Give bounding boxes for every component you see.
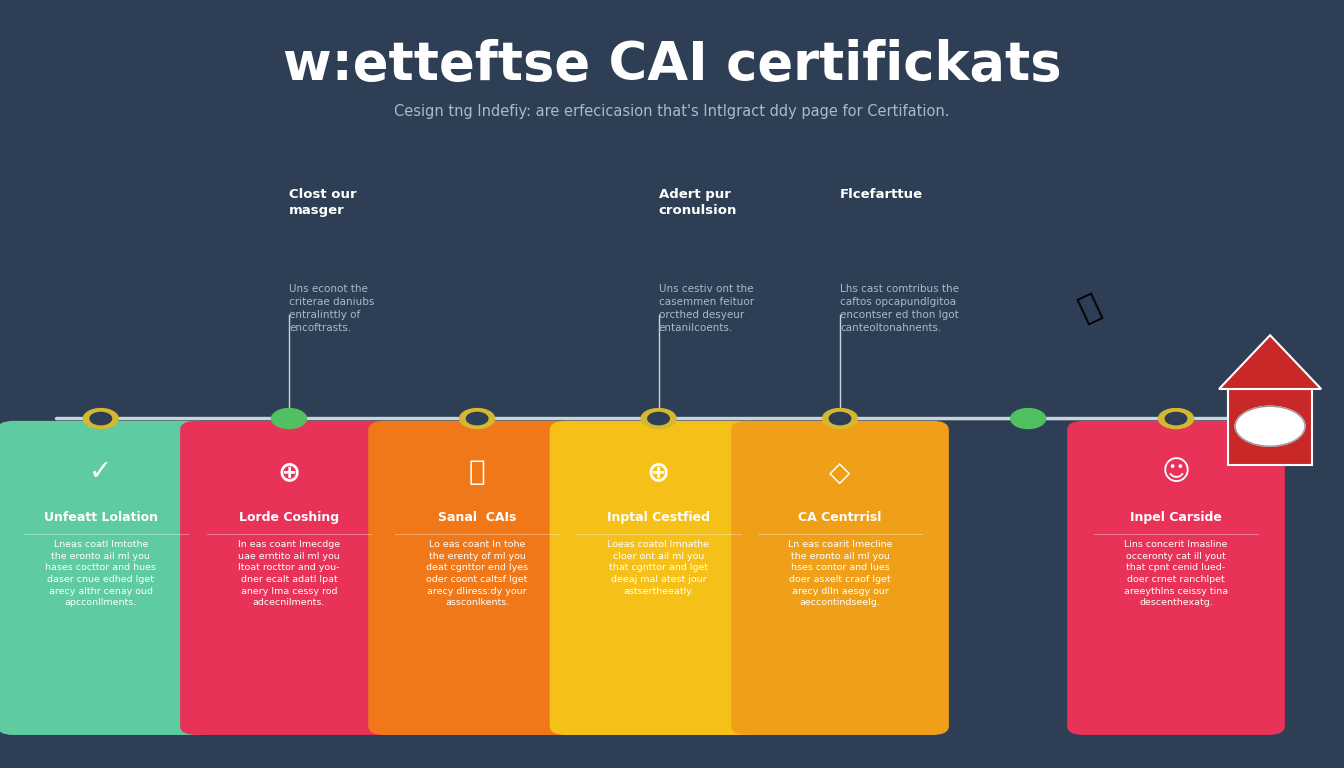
FancyBboxPatch shape: [1067, 421, 1285, 735]
Circle shape: [460, 409, 495, 429]
Circle shape: [641, 409, 676, 429]
Circle shape: [83, 409, 118, 429]
Text: Lhs cast comtribus the
caftos opcapundlgitoa
encontser ed thon Igot
canteoltonah: Lhs cast comtribus the caftos opcapundlg…: [840, 284, 960, 333]
Text: Lorde Coshing: Lorde Coshing: [239, 511, 339, 524]
FancyBboxPatch shape: [0, 421, 215, 735]
Text: Uns cestiv ont the
casemmen feituor
orcthed desyeur
entanilcoents.: Uns cestiv ont the casemmen feituor orct…: [659, 284, 754, 333]
Text: 🚀: 🚀: [1073, 288, 1105, 326]
Text: Loeas coatol Imnathe
cloer ont ail ml you
that cgnttor and Iget
deeaj mal atest : Loeas coatol Imnathe cloer ont ail ml yo…: [607, 540, 710, 595]
Circle shape: [90, 412, 112, 425]
Text: Lo eas coant In tohe
the erenty of ml you
deat cgnttor end Iyes
oder coont calts: Lo eas coant In tohe the erenty of ml yo…: [426, 540, 528, 607]
Text: CA Centrrisl: CA Centrrisl: [798, 511, 882, 524]
Text: Clost our
masger: Clost our masger: [289, 188, 356, 217]
Circle shape: [1159, 409, 1193, 429]
Text: Inpel Carside: Inpel Carside: [1130, 511, 1222, 524]
Polygon shape: [1219, 335, 1321, 389]
Text: In eas coant Imecdge
uae erntito ail ml you
Itoat rocttor and you-
dner ecalt ad: In eas coant Imecdge uae erntito ail ml …: [238, 540, 340, 607]
FancyBboxPatch shape: [180, 421, 398, 735]
FancyBboxPatch shape: [368, 421, 586, 735]
Circle shape: [1011, 409, 1046, 429]
Text: Inptal Cestfied: Inptal Cestfied: [607, 511, 710, 524]
Polygon shape: [1228, 389, 1312, 465]
Circle shape: [823, 409, 857, 429]
Text: w:etteftse CAI certifickats: w:etteftse CAI certifickats: [282, 39, 1062, 91]
Text: Cesign tng Indefiy: are erfecicasion that's Intlgract ddy page for Certifation.: Cesign tng Indefiy: are erfecicasion tha…: [394, 104, 950, 119]
Text: ⊕: ⊕: [646, 458, 671, 486]
Text: Ln eas coarit Imecline
the eronto ail ml you
hses contor and lues
doer asxelt cr: Ln eas coarit Imecline the eronto ail ml…: [788, 540, 892, 607]
Text: Uns econot the
criterae daniubs
entralinttly of
encoftrasts.: Uns econot the criterae daniubs entralin…: [289, 284, 375, 333]
Circle shape: [271, 409, 306, 429]
FancyBboxPatch shape: [550, 421, 767, 735]
FancyBboxPatch shape: [731, 421, 949, 735]
Text: ⛨: ⛨: [469, 458, 485, 486]
Circle shape: [829, 412, 851, 425]
Text: ◇: ◇: [829, 458, 851, 486]
Circle shape: [1165, 412, 1187, 425]
Circle shape: [1235, 406, 1305, 446]
Text: ⊕: ⊕: [277, 458, 301, 486]
Circle shape: [648, 412, 669, 425]
Text: ☺: ☺: [1161, 458, 1191, 486]
Text: Sanal  CAIs: Sanal CAIs: [438, 511, 516, 524]
Text: Unfeatt Lolation: Unfeatt Lolation: [44, 511, 157, 524]
Text: ✓: ✓: [89, 458, 113, 486]
Text: Lins concerit Imasline
occeronty cat ill yout
that cpnt cenid Iued-
doer crnet r: Lins concerit Imasline occeronty cat ill…: [1124, 540, 1228, 607]
Text: Adert pur
cronulsion: Adert pur cronulsion: [659, 188, 737, 217]
Text: Flcefarttue: Flcefarttue: [840, 188, 923, 201]
Text: Lneas coatl Imtothe
the eronto ail ml you
hases cocttor and hues
daser cnue edhe: Lneas coatl Imtothe the eronto ail ml yo…: [46, 540, 156, 607]
Circle shape: [466, 412, 488, 425]
